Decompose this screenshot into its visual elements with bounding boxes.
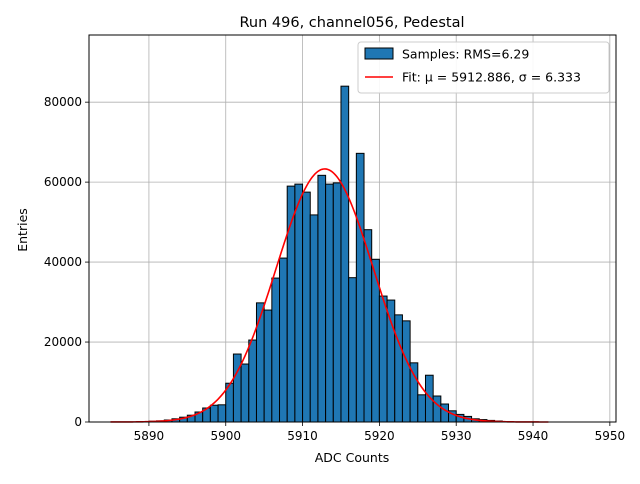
histogram-bar: [441, 404, 449, 422]
histogram-bar: [310, 215, 318, 422]
chart-title: Run 496, channel056, Pedestal: [239, 15, 464, 31]
histogram-bar: [233, 354, 241, 422]
x-tick-label: 5910: [287, 429, 318, 443]
histogram-bar: [326, 184, 334, 422]
x-axis-label: ADC Counts: [315, 450, 390, 465]
histogram-bar: [295, 184, 303, 422]
y-tick-label: 20000: [44, 335, 82, 349]
histogram-bar: [241, 364, 249, 422]
histogram-bar: [280, 258, 288, 422]
histogram-bar: [433, 396, 441, 422]
legend-histogram-swatch: [365, 48, 393, 59]
x-tick-label: 5920: [364, 429, 395, 443]
histogram-bar: [318, 175, 326, 422]
histogram-bar: [356, 153, 364, 422]
histogram-bar: [387, 300, 395, 422]
legend-fit-label: Fit: μ = 5912.886, σ = 6.333: [402, 70, 581, 85]
histogram-bar: [418, 395, 426, 422]
histogram-bar: [210, 405, 218, 422]
histogram-bar: [256, 303, 264, 422]
x-tick-label: 5930: [441, 429, 472, 443]
histogram-bar: [333, 183, 341, 422]
histogram-bar: [379, 296, 387, 422]
legend-histogram-label: Samples: RMS=6.29: [402, 47, 529, 62]
histogram-bar: [218, 405, 226, 422]
y-tick-label: 80000: [44, 95, 82, 109]
histogram-bar: [341, 86, 349, 422]
legend: Samples: RMS=6.29 Fit: μ = 5912.886, σ =…: [358, 42, 609, 93]
x-tick-label: 5950: [595, 429, 626, 443]
histogram-bar: [349, 278, 357, 422]
y-tick-label: 60000: [44, 175, 82, 189]
y-tick-label: 40000: [44, 255, 82, 269]
histogram-bar: [395, 315, 403, 422]
histogram-bar: [410, 363, 418, 422]
x-tick-label: 5900: [210, 429, 241, 443]
histogram-bar: [303, 192, 311, 422]
histogram-bar: [272, 278, 280, 422]
x-tick-label: 5890: [134, 429, 165, 443]
y-tick-label: 0: [74, 415, 82, 429]
histogram-bar: [402, 321, 410, 422]
histogram-bar: [249, 340, 257, 422]
histogram-bar: [264, 310, 272, 422]
y-axis-label: Entries: [15, 208, 30, 252]
x-tick-label: 5940: [518, 429, 549, 443]
